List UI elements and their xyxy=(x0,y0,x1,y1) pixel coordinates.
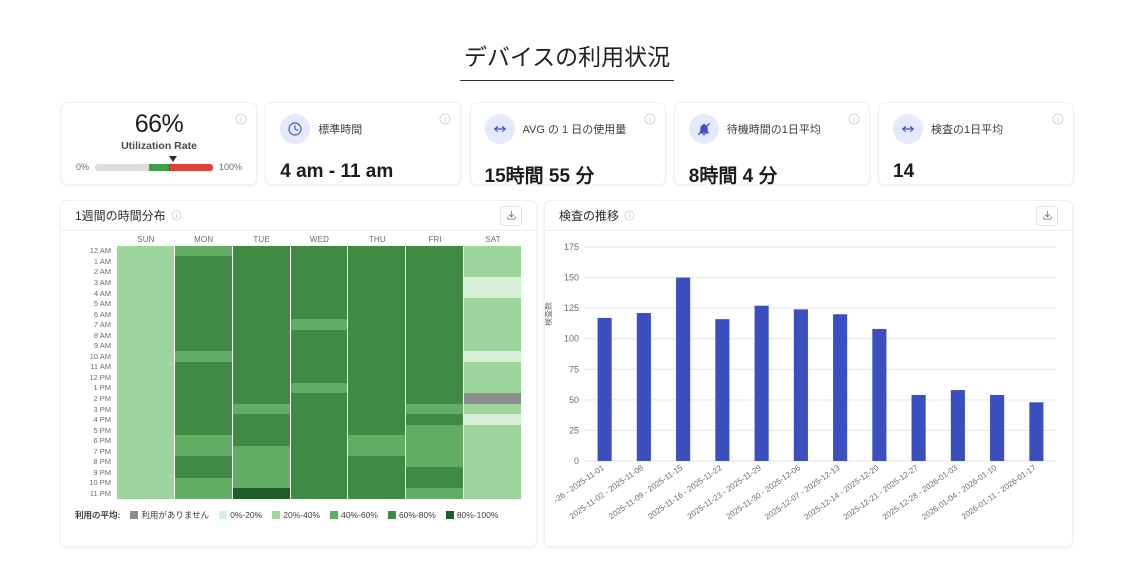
svg-text:2025-11-02 - 2025-11-08: 2025-11-02 - 2025-11-08 xyxy=(568,463,646,521)
svg-text:2025-11-09 - 2025-11-15: 2025-11-09 - 2025-11-15 xyxy=(607,463,685,521)
svg-text:2026-01-04 - 2026-01-10: 2026-01-04 - 2026-01-10 xyxy=(920,463,998,522)
svg-text:0: 0 xyxy=(574,456,579,466)
svg-text:2025-12-21 - 2025-12-27: 2025-12-21 - 2025-12-27 xyxy=(842,463,920,522)
svg-text:2025-12-14 - 2025-12-20: 2025-12-14 - 2025-12-20 xyxy=(802,463,880,522)
svg-text:2025-12-28 - 2026-01-03: 2025-12-28 - 2026-01-03 xyxy=(881,463,959,522)
svg-text:25: 25 xyxy=(569,425,579,435)
svg-text:150: 150 xyxy=(564,273,579,283)
svg-text:2025-11-23 - 2025-11-29: 2025-11-23 - 2025-11-29 xyxy=(686,463,764,521)
svg-text:100: 100 xyxy=(564,334,579,344)
svg-text:50: 50 xyxy=(569,395,579,405)
svg-text:2025-12-07 - 2025-12-13: 2025-12-07 - 2025-12-13 xyxy=(763,463,841,522)
svg-text:75: 75 xyxy=(569,364,579,374)
svg-text:2025-11-30 - 2025-12-06: 2025-11-30 - 2025-12-06 xyxy=(724,463,802,521)
svg-text:2025-11-16 - 2025-11-22: 2025-11-16 - 2025-11-22 xyxy=(646,463,724,521)
svg-text:2026-01-11 - 2026-01-17: 2026-01-11 - 2026-01-17 xyxy=(960,463,1038,521)
svg-text:175: 175 xyxy=(564,242,579,252)
svg-text:125: 125 xyxy=(564,303,579,313)
